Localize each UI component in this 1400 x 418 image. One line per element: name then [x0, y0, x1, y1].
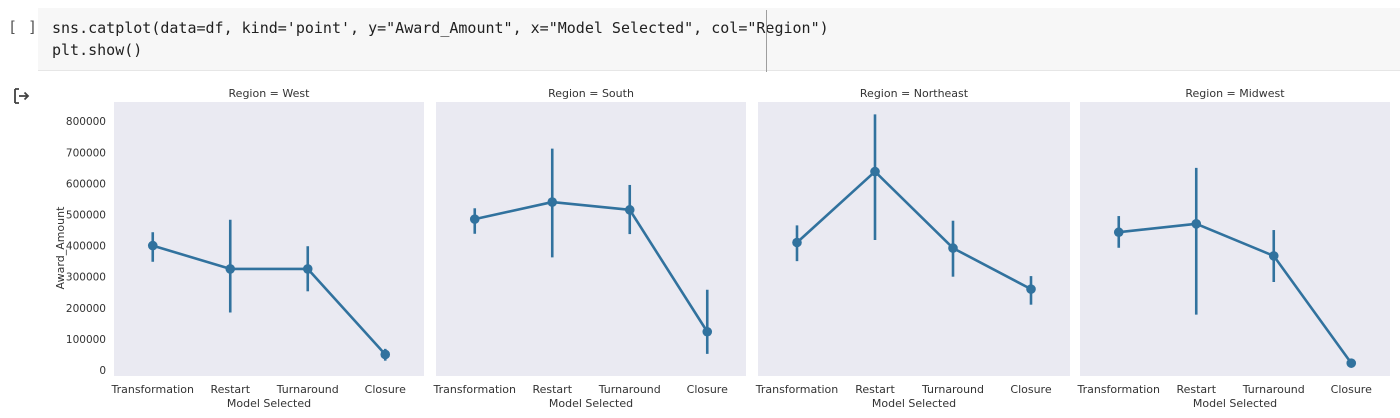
- x-tick-label: Turnaround: [1242, 383, 1305, 396]
- text-cursor: [766, 10, 767, 72]
- data-point: [225, 264, 236, 274]
- x-axis-label: Model Selected: [549, 397, 633, 410]
- facet-title: Region = Midwest: [1185, 87, 1285, 100]
- x-tick-label: Restart: [210, 383, 250, 396]
- facet-panel-bg: [758, 102, 1070, 376]
- code-line-1[interactable]: sns.catplot(data=df, kind='point', y="Aw…: [52, 19, 829, 37]
- x-tick-label: Transformation: [1076, 383, 1160, 396]
- x-tick-label: Transformation: [755, 383, 839, 396]
- catplot-figure: Award_Amount 0 100000 200000 300000 400000 500…: [54, 87, 1390, 410]
- x-axis-label: Model Selected: [1193, 397, 1277, 410]
- x-tick-label: Transformation: [432, 383, 516, 396]
- x-tick-label: Restart: [855, 383, 895, 396]
- data-point: [547, 197, 558, 207]
- data-point: [624, 205, 635, 215]
- y-tick-label: 100000: [66, 334, 106, 346]
- x-tick-label: Transformation: [110, 383, 194, 396]
- data-point: [469, 214, 480, 224]
- data-point: [1268, 251, 1279, 261]
- y-tick-label: 400000: [66, 241, 106, 253]
- data-point: [302, 264, 313, 274]
- data-point: [948, 243, 958, 253]
- data-point: [147, 240, 158, 251]
- code-editor[interactable]: sns.catplot(data=df, kind='point', y="Aw…: [38, 8, 1400, 71]
- x-tick-label: Closure: [1010, 383, 1051, 396]
- facet-title: Region = West: [229, 87, 311, 100]
- x-tick-label: Restart: [1176, 383, 1216, 396]
- x-tick-label: Closure: [1331, 383, 1372, 396]
- data-point: [1346, 358, 1357, 368]
- data-point: [870, 166, 880, 177]
- x-tick-label: Closure: [365, 383, 406, 396]
- x-tick-label: Turnaround: [276, 383, 339, 396]
- data-point: [702, 326, 713, 337]
- series-line: [474, 200, 709, 333]
- data-point: [380, 349, 391, 360]
- series-line: [1118, 222, 1353, 364]
- y-tick-label: 800000: [66, 116, 106, 128]
- series-line: [152, 244, 387, 356]
- data-point: [1113, 227, 1124, 238]
- code-line-2[interactable]: plt.show(): [52, 41, 143, 59]
- y-tick-label: 200000: [66, 303, 106, 315]
- facet-panel-bg: [436, 102, 746, 376]
- y-axis-label: Award_Amount: [54, 206, 67, 290]
- y-tick-label: 700000: [66, 147, 106, 159]
- output-arrow-icon[interactable]: [12, 86, 32, 106]
- y-tick-label: 300000: [66, 272, 106, 284]
- data-point: [1026, 284, 1036, 294]
- y-tick-label: 500000: [66, 210, 106, 222]
- facet-panel-bg: [114, 102, 424, 376]
- data-point: [1191, 219, 1202, 229]
- series-line: [796, 170, 1032, 291]
- x-axis-label: Model Selected: [872, 397, 956, 410]
- x-axis-label: Model Selected: [227, 397, 311, 410]
- y-tick-label: 0: [99, 365, 106, 377]
- data-point: [792, 237, 802, 248]
- x-tick-label: Turnaround: [598, 383, 661, 396]
- x-tick-label: Turnaround: [921, 383, 984, 396]
- cell-run-bracket[interactable]: [ ]: [8, 18, 39, 36]
- x-tick-label: Closure: [687, 383, 728, 396]
- facet-title: Region = South: [548, 87, 634, 100]
- x-tick-label: Restart: [532, 383, 572, 396]
- facet-title: Region = Northeast: [860, 87, 969, 100]
- y-tick-label: 600000: [66, 178, 106, 190]
